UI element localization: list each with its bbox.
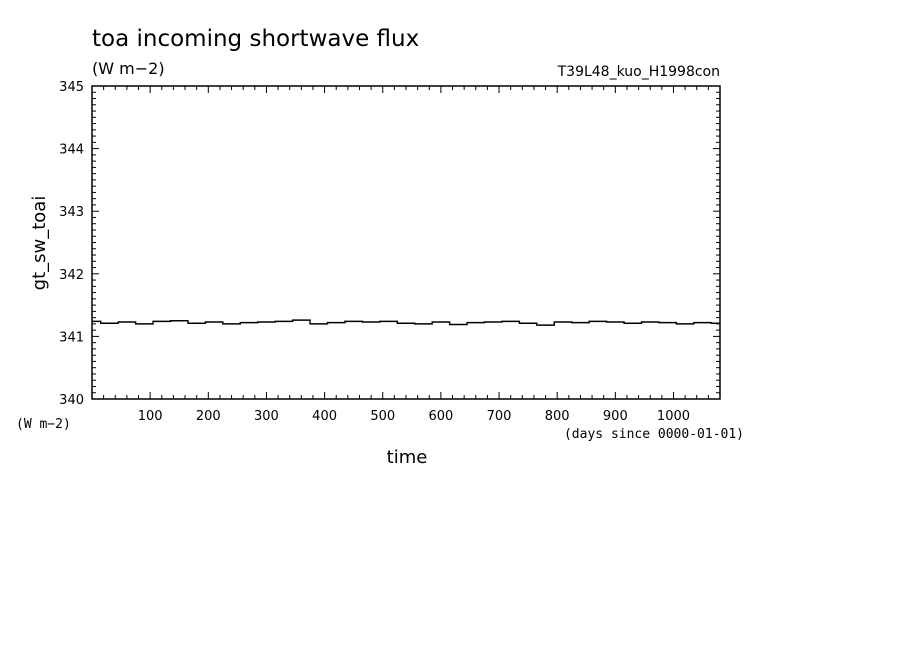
x-tick-label: 300	[254, 409, 279, 424]
chart-title: toa incoming shortwave flux	[92, 26, 419, 52]
axis-ticks	[92, 86, 720, 399]
y-axis-label: gt_sw_toai	[29, 196, 50, 291]
x-tick-label: 400	[312, 409, 337, 424]
y-tick-label: 344	[59, 143, 84, 158]
plot-frame	[91, 85, 721, 400]
x-axis-units: (days since 0000-01-01)	[564, 427, 744, 442]
title-units: (W m−2)	[92, 59, 165, 78]
x-tick-label: 700	[487, 409, 512, 424]
x-axis-label: time	[387, 447, 428, 468]
y-tick-label: 345	[59, 80, 84, 95]
y-tick-label: 342	[59, 268, 84, 283]
x-tick-label: 1000	[657, 409, 690, 424]
x-tick-label: 600	[428, 409, 453, 424]
x-tick-label: 500	[370, 409, 395, 424]
y-tick-label: 341	[59, 330, 84, 345]
series-line	[92, 319, 720, 326]
y-tick-labels: 340 341 342 343 344 345	[59, 80, 84, 408]
y-axis-units: (W m−2)	[16, 417, 71, 432]
x-tick-label: 100	[138, 409, 163, 424]
run-label: T39L48_kuo_H1998con	[557, 64, 720, 80]
x-tick-labels: 100 200 300 400 500 600 700 800 900 1000	[138, 409, 690, 424]
x-tick-label: 200	[196, 409, 221, 424]
x-tick-label: 800	[545, 409, 570, 424]
x-tick-label: 900	[603, 409, 628, 424]
y-tick-label: 340	[59, 393, 84, 408]
y-tick-label: 343	[59, 205, 84, 220]
